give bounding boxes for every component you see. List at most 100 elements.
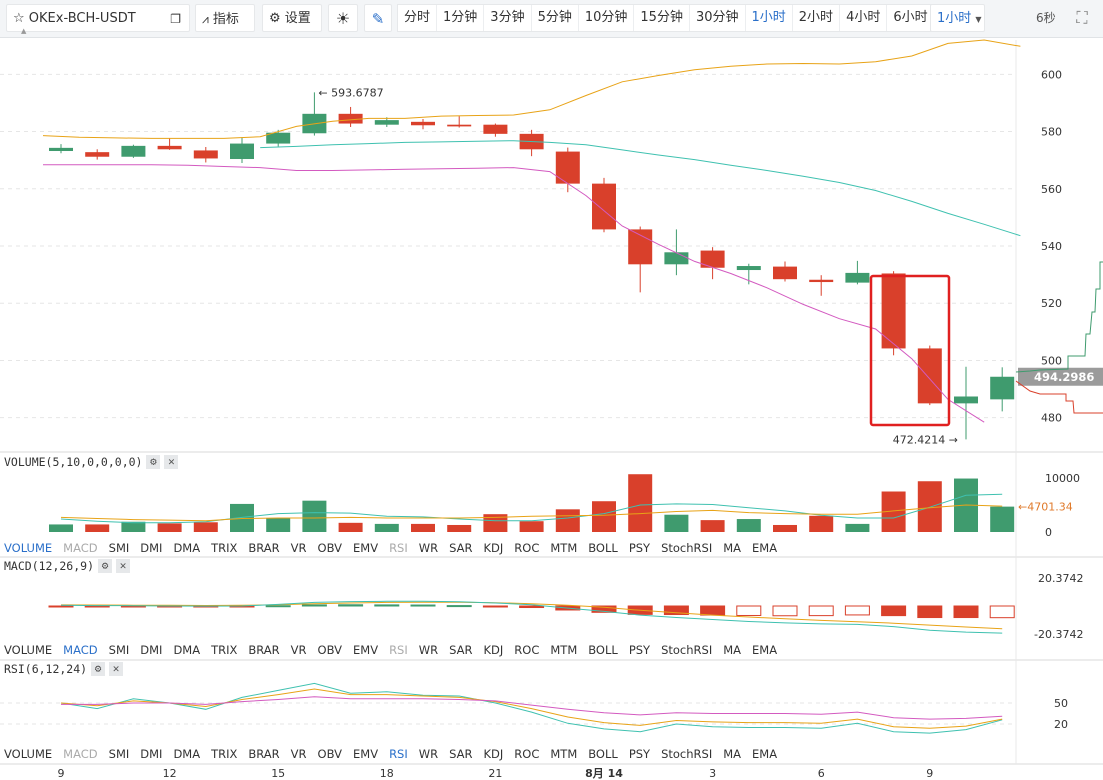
timeframe-dropdown[interactable]: 1小时 ▼ <box>930 4 985 32</box>
indicator-tab-psy[interactable]: PSY <box>628 747 651 761</box>
indicator-tab-ema[interactable]: EMA <box>752 643 778 657</box>
indicator-tab-rsi[interactable]: RSI <box>389 643 408 657</box>
indicator-tab-macd[interactable]: MACD <box>63 643 98 657</box>
timeframe-2[interactable]: 3分钟 <box>484 5 532 31</box>
rsi-line-0 <box>60 682 1003 734</box>
indicator-tab-dmi[interactable]: DMI <box>140 747 163 761</box>
timeframe-10[interactable]: 6小时 <box>893 10 928 25</box>
indicator-tab-obv[interactable]: OBV <box>317 643 342 657</box>
indicator-tab-smi[interactable]: SMI <box>108 747 130 761</box>
macd-settings-gear-icon[interactable]: ⚙ <box>98 559 113 573</box>
indicator-tab-kdj[interactable]: KDJ <box>483 643 504 657</box>
indicators-button[interactable]: ⩘ 指标 <box>195 4 255 32</box>
indicator-tab-mtm[interactable]: MTM <box>550 541 578 555</box>
indicator-tab-ma[interactable]: MA <box>723 643 742 657</box>
rsi-title: RSI(6,12,24) <box>4 662 88 676</box>
indicator-tab-wr[interactable]: WR <box>418 541 439 555</box>
indicator-tab-emv[interactable]: EMV <box>353 643 379 657</box>
indicator-tab-obv[interactable]: OBV <box>317 541 342 555</box>
indicator-tab-trix[interactable]: TRIX <box>211 643 238 657</box>
indicator-tab-dma[interactable]: DMA <box>173 643 201 657</box>
timeframe-0[interactable]: 分时 <box>398 5 438 31</box>
macd-close-icon[interactable]: ✕ <box>116 559 131 573</box>
indicator-tab-emv[interactable]: EMV <box>353 747 379 761</box>
refresh-interval[interactable]: 6秒 <box>1036 11 1056 25</box>
candle-body <box>447 124 472 127</box>
indicator-tab-dmi[interactable]: DMI <box>140 643 163 657</box>
candle-body <box>917 348 942 404</box>
volume-close-icon[interactable]: ✕ <box>164 455 179 469</box>
indicator-tab-rsi[interactable]: RSI <box>389 747 408 761</box>
indicator-tab-dma[interactable]: DMA <box>173 541 201 555</box>
fullscreen-icon[interactable]: ⛶ <box>1076 8 1088 27</box>
indicator-tab-brar[interactable]: BRAR <box>248 541 280 555</box>
timeframe-7[interactable]: 1小时 <box>746 5 793 31</box>
star-icon[interactable]: ☆ <box>13 11 25 26</box>
rsi-close-icon[interactable]: ✕ <box>109 662 124 676</box>
settings-button[interactable]: ⚙ 设置 <box>262 4 322 32</box>
indicator-tab-stochrsi[interactable]: StochRSI <box>661 747 713 761</box>
indicator-tab-macd[interactable]: MACD <box>63 541 98 555</box>
indicator-tab-stochrsi[interactable]: StochRSI <box>661 643 713 657</box>
indicator-tab-mtm[interactable]: MTM <box>550 643 578 657</box>
x-tick-label: 9 <box>58 767 65 780</box>
price-tick-label: 560 <box>1041 183 1062 196</box>
indicator-tab-obv[interactable]: OBV <box>317 747 342 761</box>
indicator-tab-volume[interactable]: VOLUME <box>4 643 53 657</box>
indicator-tab-sar[interactable]: SAR <box>449 747 473 761</box>
indicator-tab-roc[interactable]: ROC <box>514 747 540 761</box>
indicator-tab-brar[interactable]: BRAR <box>248 747 280 761</box>
indicator-tab-trix[interactable]: TRIX <box>211 747 238 761</box>
indicator-tab-trix[interactable]: TRIX <box>211 541 238 555</box>
volume-settings-gear-icon[interactable]: ⚙ <box>146 455 161 469</box>
indicator-tab-roc[interactable]: ROC <box>514 541 540 555</box>
indicator-tab-sar[interactable]: SAR <box>449 541 473 555</box>
rsi-settings-gear-icon[interactable]: ⚙ <box>91 662 106 676</box>
timeframe-8[interactable]: 2小时 <box>793 5 841 31</box>
indicator-tab-emv[interactable]: EMV <box>353 541 379 555</box>
indicator-tab-ma[interactable]: MA <box>723 541 742 555</box>
indicator-tab-wr[interactable]: WR <box>418 643 439 657</box>
indicator-tab-dma[interactable]: DMA <box>173 747 201 761</box>
macd-histogram-bar <box>591 605 617 613</box>
copy-icon[interactable]: ❐ <box>170 12 181 26</box>
indicator-tab-mtm[interactable]: MTM <box>550 747 578 761</box>
indicator-tab-sar[interactable]: SAR <box>449 643 473 657</box>
indicator-tab-ema[interactable]: EMA <box>752 541 778 555</box>
indicator-tab-vr[interactable]: VR <box>290 541 307 555</box>
indicator-tab-kdj[interactable]: KDJ <box>483 747 504 761</box>
indicator-tab-kdj[interactable]: KDJ <box>483 541 504 555</box>
indicator-tab-smi[interactable]: SMI <box>108 541 130 555</box>
indicator-tab-volume[interactable]: VOLUME <box>4 747 53 761</box>
timeframe-5[interactable]: 15分钟 <box>634 5 690 31</box>
timeframe-1[interactable]: 1分钟 <box>437 5 485 31</box>
timeframe-4[interactable]: 10分钟 <box>579 5 635 31</box>
indicator-tab-ema[interactable]: EMA <box>752 747 778 761</box>
indicator-tab-volume[interactable]: VOLUME <box>4 541 53 555</box>
indicator-tab-boll[interactable]: BOLL <box>588 541 618 555</box>
indicator-tab-wr[interactable]: WR <box>418 747 439 761</box>
indicator-tab-smi[interactable]: SMI <box>108 643 130 657</box>
theme-toggle-button[interactable]: ☀ <box>328 4 358 32</box>
indicator-tab-vr[interactable]: VR <box>290 747 307 761</box>
indicator-tab-brar[interactable]: BRAR <box>248 643 280 657</box>
indicator-tab-vr[interactable]: VR <box>290 643 307 657</box>
timeframe-9[interactable]: 4小时 <box>840 5 888 31</box>
indicator-tab-ma[interactable]: MA <box>723 747 742 761</box>
indicator-tab-psy[interactable]: PSY <box>628 541 651 555</box>
draw-tool-button[interactable]: ✎ <box>364 4 392 32</box>
volume-bar <box>664 514 689 532</box>
indicator-tab-rsi[interactable]: RSI <box>389 541 408 555</box>
indicator-tab-boll[interactable]: BOLL <box>588 747 618 761</box>
indicator-tab-macd[interactable]: MACD <box>63 747 98 761</box>
indicator-tab-dmi[interactable]: DMI <box>140 541 163 555</box>
symbol-selector[interactable]: ☆ OKEx-BCH-USDT ❐ ▲ <box>6 4 190 35</box>
volume-bar <box>49 524 73 532</box>
indicator-tab-psy[interactable]: PSY <box>628 643 651 657</box>
timeframe-6[interactable]: 30分钟 <box>690 5 746 31</box>
timeframe-3[interactable]: 5分钟 <box>532 5 579 31</box>
indicator-tab-boll[interactable]: BOLL <box>588 643 618 657</box>
indicator-tab-roc[interactable]: ROC <box>514 643 540 657</box>
indicator-tab-stochrsi[interactable]: StochRSI <box>661 541 713 555</box>
